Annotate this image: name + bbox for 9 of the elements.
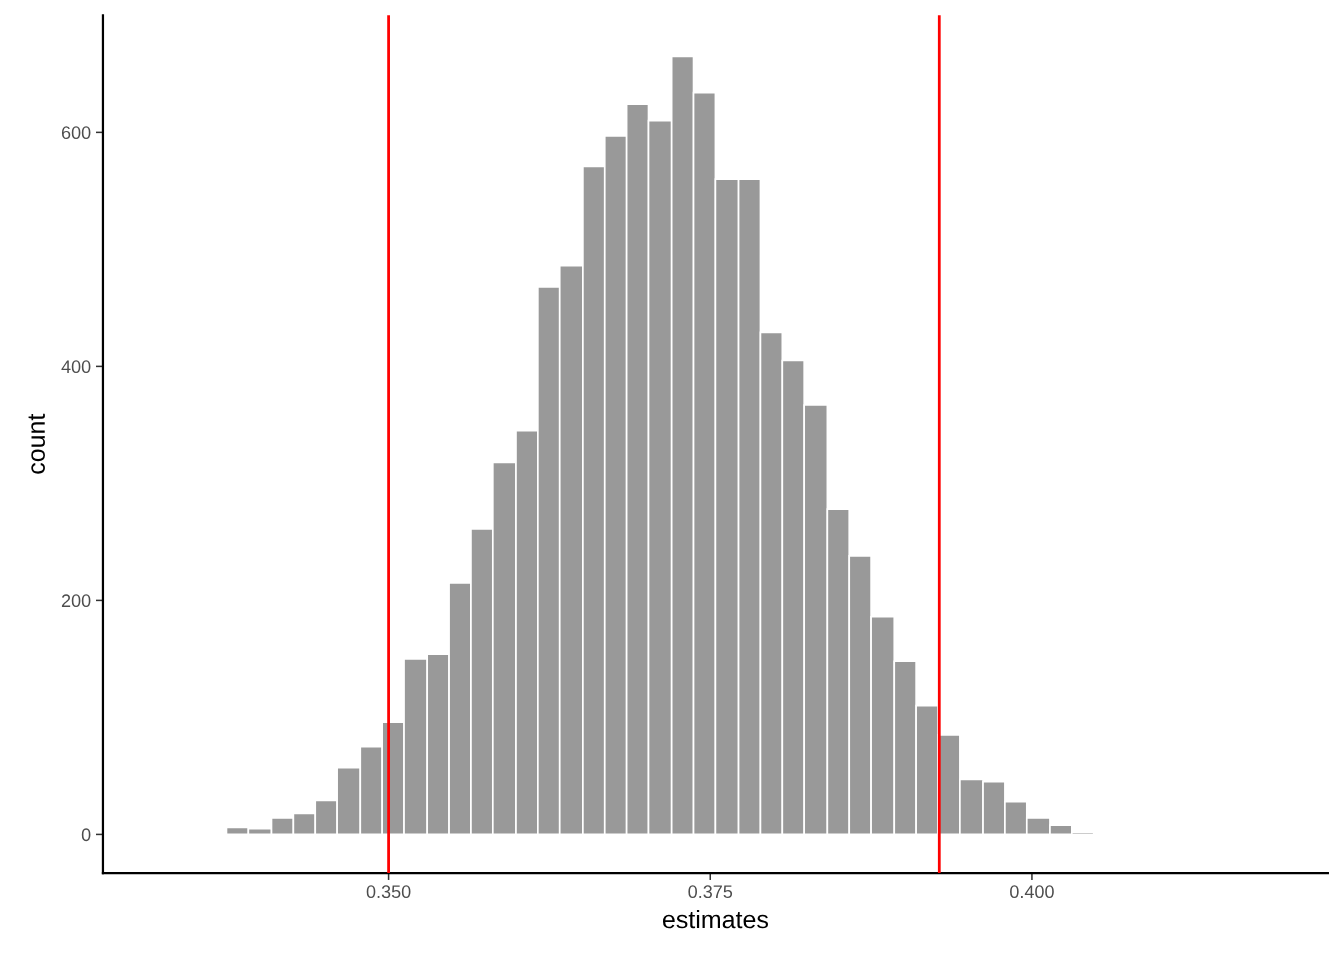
y-tick-label: 400 — [61, 360, 91, 374]
y-axis-title: count — [28, 413, 45, 474]
y-tick-label: 200 — [61, 594, 91, 608]
y-tick-label: 0 — [81, 828, 91, 842]
y-tick-label: 600 — [61, 126, 91, 140]
x-axis-title: estimates — [662, 909, 768, 929]
x-tick-label: 0.375 — [688, 885, 733, 899]
x-tick-label: 0.400 — [1010, 885, 1054, 899]
x-tick-label: 0.350 — [366, 885, 411, 899]
